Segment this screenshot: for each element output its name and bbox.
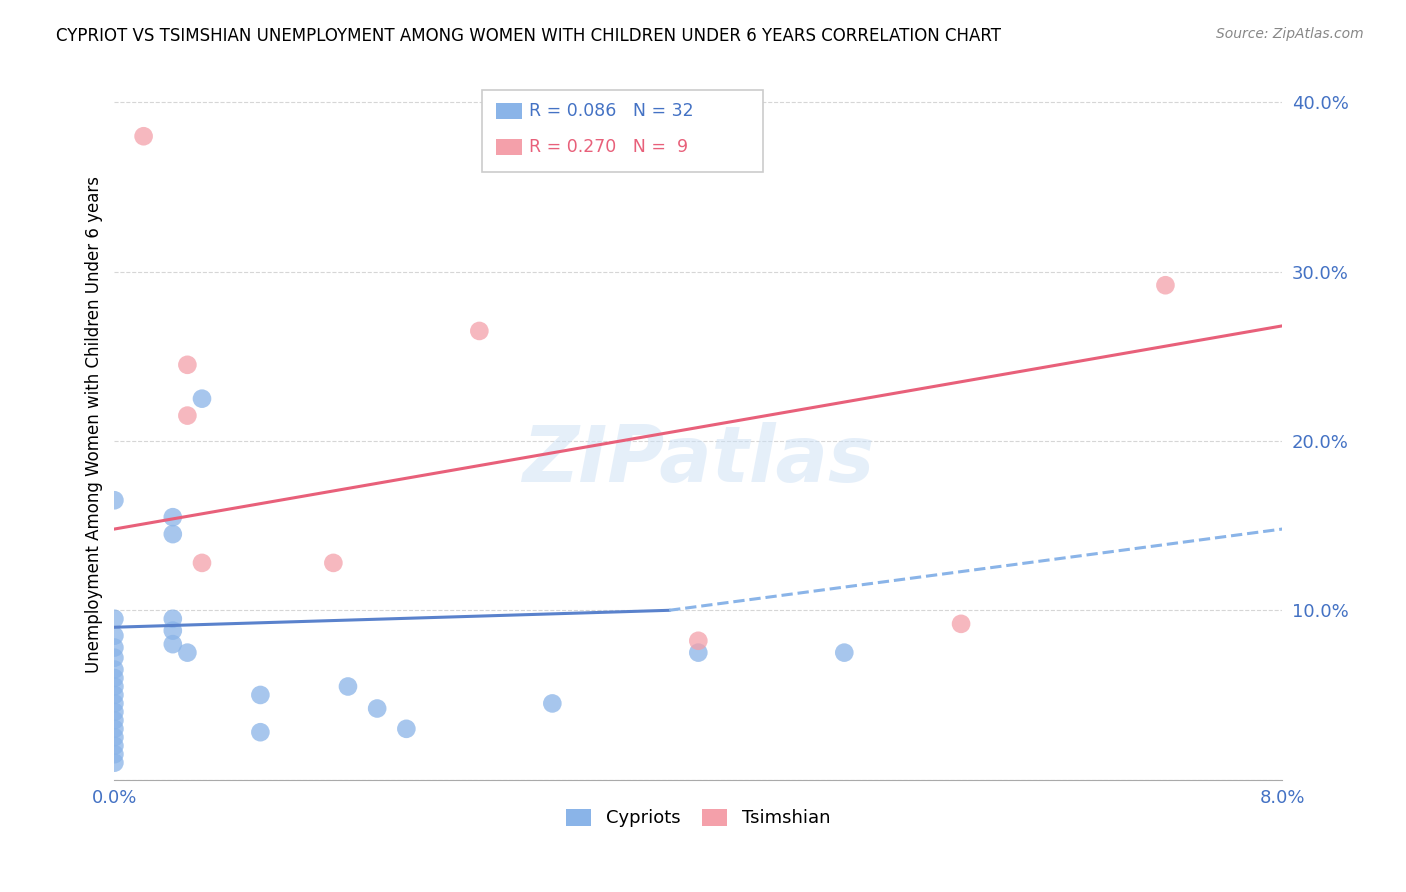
Point: [162, 612, 184, 626]
Point: [1154, 278, 1177, 293]
Text: CYPRIOT VS TSIMSHIAN UNEMPLOYMENT AMONG WOMEN WITH CHILDREN UNDER 6 YEARS CORREL: CYPRIOT VS TSIMSHIAN UNEMPLOYMENT AMONG …: [56, 27, 1001, 45]
Point: [132, 129, 155, 144]
Point: [103, 640, 125, 655]
Point: [249, 725, 271, 739]
Point: [103, 722, 125, 736]
Text: Source: ZipAtlas.com: Source: ZipAtlas.com: [1216, 27, 1364, 41]
Point: [162, 637, 184, 651]
Point: [191, 556, 214, 570]
Text: ZIPatlas: ZIPatlas: [522, 422, 875, 498]
Point: [688, 633, 710, 648]
Point: [191, 392, 214, 406]
Point: [162, 624, 184, 638]
Point: [395, 722, 418, 736]
Point: [103, 493, 125, 508]
Point: [688, 646, 710, 660]
Point: [103, 697, 125, 711]
FancyBboxPatch shape: [482, 90, 762, 171]
Point: [103, 705, 125, 719]
Point: [103, 739, 125, 753]
Point: [103, 612, 125, 626]
Point: [103, 756, 125, 770]
Point: [103, 671, 125, 685]
Point: [103, 650, 125, 665]
Bar: [496, 139, 522, 154]
Point: [162, 510, 184, 524]
Point: [366, 701, 388, 715]
Point: [103, 663, 125, 677]
Point: [176, 646, 198, 660]
Point: [249, 688, 271, 702]
Point: [336, 680, 359, 694]
Point: [162, 527, 184, 541]
Point: [103, 731, 125, 745]
Point: [103, 680, 125, 694]
Point: [103, 714, 125, 728]
Point: [176, 358, 198, 372]
Y-axis label: Unemployment Among Women with Children Under 6 years: Unemployment Among Women with Children U…: [86, 176, 103, 673]
Point: [176, 409, 198, 423]
Point: [468, 324, 491, 338]
Point: [541, 697, 564, 711]
Bar: [496, 103, 522, 119]
Point: [832, 646, 855, 660]
Text: R = 0.086   N = 32: R = 0.086 N = 32: [529, 103, 693, 120]
Point: [322, 556, 344, 570]
Point: [950, 616, 973, 631]
Text: R = 0.270   N =  9: R = 0.270 N = 9: [529, 137, 688, 156]
Point: [103, 629, 125, 643]
Legend: Cypriots, Tsimshian: Cypriots, Tsimshian: [560, 801, 838, 835]
Point: [103, 747, 125, 762]
Point: [103, 688, 125, 702]
